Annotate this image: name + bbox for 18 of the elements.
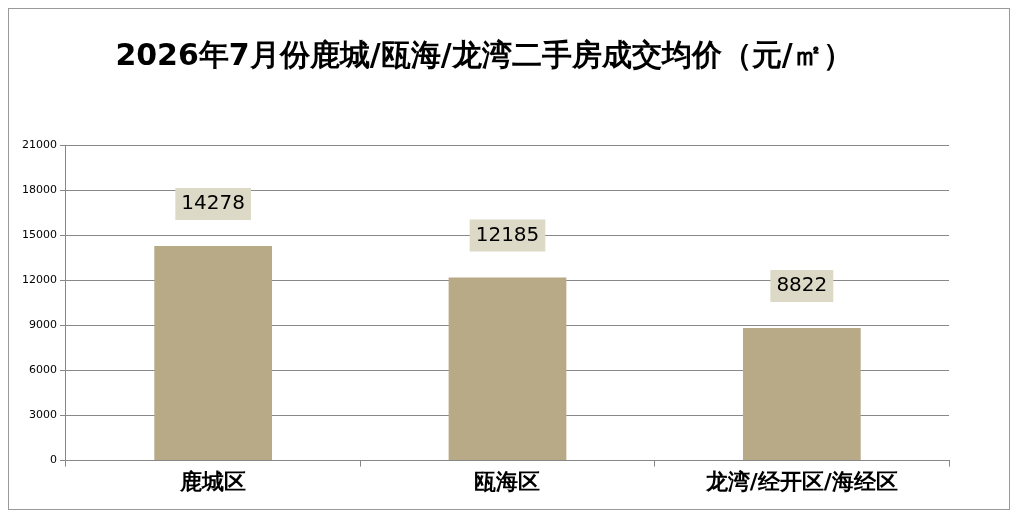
data-label: 14278 [181, 190, 245, 215]
bar [742, 328, 861, 461]
y-tick-label: 18000 [21, 182, 57, 196]
y-tick-label: 9000 [28, 318, 57, 332]
y-tick-label: 21000 [21, 137, 57, 151]
y-tick-label: 12000 [21, 273, 57, 287]
x-tick-label: 瓯海区 [474, 468, 541, 494]
data-label: 12185 [475, 221, 540, 246]
bar [154, 246, 273, 461]
x-tick-label: 龙湾/经开区/海经区 [704, 468, 898, 494]
chart-title: 2026年7月份鹿城/瓯海/龙湾二手房成交均价（元/㎡） [115, 36, 853, 72]
data-label: 8822 [776, 272, 828, 297]
bar [448, 277, 567, 461]
y-tick-label: 15000 [21, 228, 57, 242]
y-tick-label: 3000 [28, 408, 57, 422]
y-tick-label: 0 [49, 453, 57, 467]
x-tick-label: 鹿城区 [179, 468, 247, 494]
y-tick-label: 6000 [28, 363, 57, 377]
